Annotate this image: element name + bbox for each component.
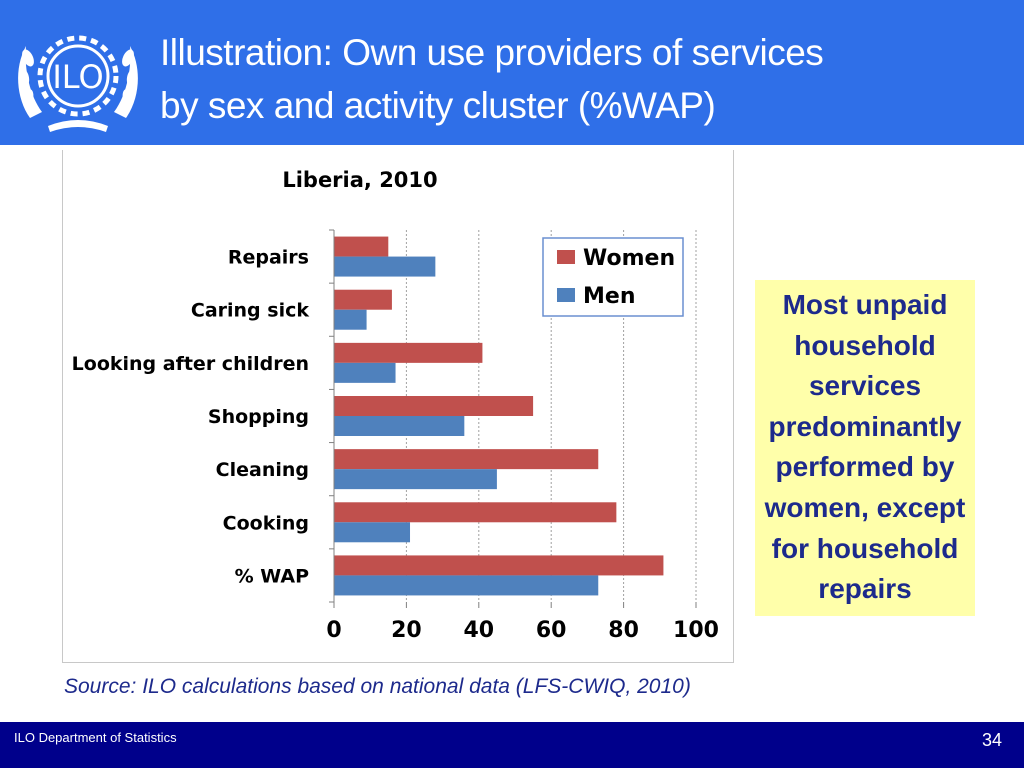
bar-men-wap <box>334 575 599 596</box>
category-label: Cleaning <box>216 459 309 481</box>
category-label: Shopping <box>208 406 309 428</box>
bar-men-caring-sick <box>334 309 367 330</box>
footer-bar: ILO Department of Statistics 34 <box>0 722 1024 768</box>
legend-label-men: Men <box>583 284 635 309</box>
bar-women-caring-sick <box>334 289 392 310</box>
category-label: Cooking <box>223 512 309 534</box>
callout-line: for household <box>771 532 959 564</box>
bar-men-cooking <box>334 522 411 543</box>
callout-line: performed by <box>775 451 955 483</box>
callout-line: women, except <box>764 491 966 523</box>
source-note: Source: ILO calculations based on nation… <box>64 675 691 698</box>
x-tick-label: 0 <box>326 618 341 643</box>
callout-line: household <box>794 329 936 361</box>
x-tick-label: 40 <box>463 618 494 643</box>
callout-box: Most unpaid household services predominantl… <box>755 280 975 616</box>
footer-department: ILO Department of Statistics <box>14 730 177 745</box>
callout-line: repairs <box>818 573 912 605</box>
callout-line: services <box>808 370 922 402</box>
bar-men-cleaning <box>334 469 497 490</box>
bar-chart: Liberia, 2010 Repairs Caring sick Looking … <box>72 168 719 643</box>
title-line-2: by sex and activity cluster (%WAP) <box>160 85 716 126</box>
axes <box>329 229 697 608</box>
bar-men-shopping <box>334 416 465 436</box>
category-label: % WAP <box>235 565 309 587</box>
category-label: Repairs <box>228 247 309 269</box>
bars <box>334 236 664 596</box>
category-label: Caring sick <box>191 300 309 322</box>
x-tick-label: 100 <box>673 618 719 643</box>
legend: Women Men <box>542 237 684 317</box>
x-tick-label: 80 <box>608 618 639 643</box>
page-title: Illustration: Own use providers of servi… <box>160 26 1020 132</box>
category-labels: Repairs Caring sick Looking after children… <box>72 247 310 588</box>
callout-line: Most unpaid <box>782 289 948 320</box>
svg-text:ILO: ILO <box>52 58 103 96</box>
callout-line: predominantly <box>768 410 962 442</box>
bar-men-repairs <box>334 256 436 277</box>
bar-women-repairs <box>334 236 389 257</box>
ilo-logo: ILO <box>18 35 138 132</box>
bar-women-shopping <box>334 396 534 416</box>
legend-swatch-men <box>557 288 575 302</box>
bar-men-looking-after-children <box>334 362 396 383</box>
legend-swatch-women <box>557 250 575 264</box>
bar-women-looking-after-children <box>334 342 483 363</box>
x-tick-label: 60 <box>536 618 567 643</box>
bar-women-cleaning <box>334 449 599 470</box>
x-tick-label: 20 <box>391 618 422 643</box>
bar-women-cooking <box>334 502 617 523</box>
title-line-1: Illustration: Own use providers of servi… <box>160 32 824 73</box>
chart-title: Liberia, 2010 <box>282 168 437 192</box>
page-number: 34 <box>981 730 1002 750</box>
bar-women-wap <box>334 555 664 576</box>
legend-label-women: Women <box>583 246 675 271</box>
tick-labels: 0 20 40 60 80 100 <box>326 618 719 643</box>
header-banner: ILO Illustration: Own use providers of s… <box>0 0 1024 145</box>
category-label: Looking after children <box>72 353 309 375</box>
chart-container: Liberia, 2010 Repairs Caring sick Looking … <box>62 150 734 663</box>
